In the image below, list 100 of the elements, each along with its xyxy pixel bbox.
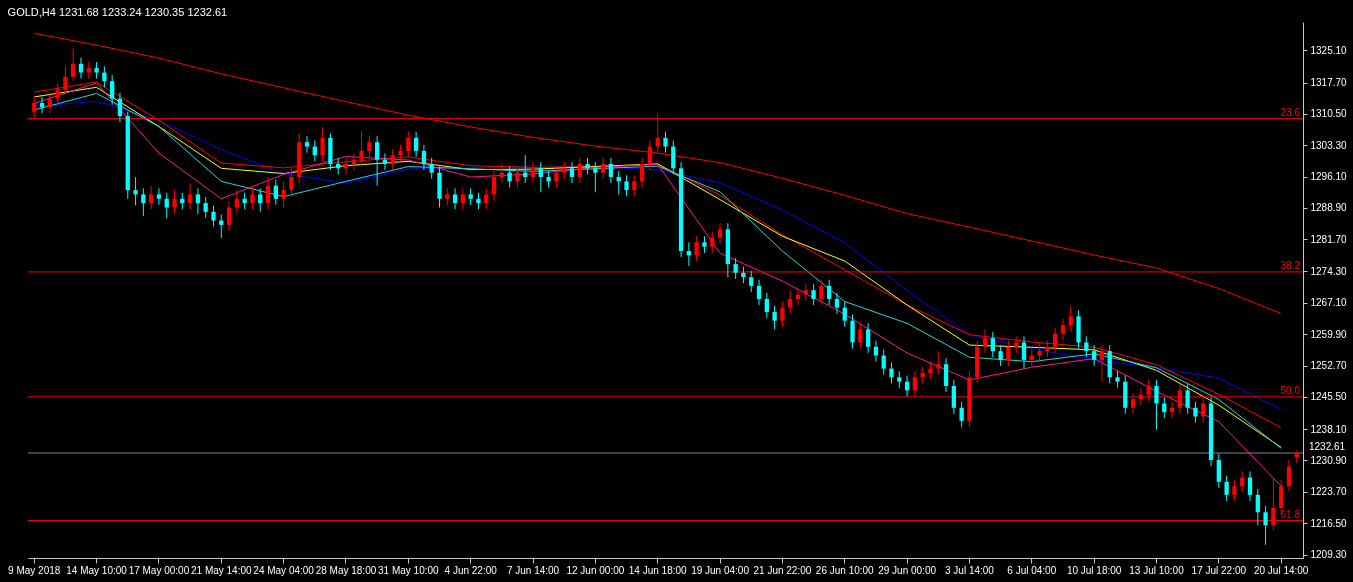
candlestick	[226, 200, 232, 232]
candlestick	[647, 139, 653, 171]
y-tick-label: 1216.50	[1310, 517, 1348, 529]
candlestick	[1060, 318, 1066, 341]
candlestick	[772, 305, 777, 330]
x-tick-label: 26 Jun 10:00	[815, 564, 875, 576]
candlestick	[102, 65, 107, 88]
candlestick	[289, 167, 294, 197]
candlestick	[1240, 470, 1245, 493]
x-tick-label: 20 Jul 14:00	[1253, 564, 1309, 576]
candlestick	[710, 231, 715, 254]
candlestick	[452, 187, 458, 210]
candlestick	[530, 161, 536, 184]
candlestick	[764, 292, 769, 319]
candlestick	[538, 161, 543, 193]
annotation: 50.0	[1280, 384, 1301, 396]
candlestick	[250, 185, 255, 210]
candlestick	[1099, 344, 1105, 383]
y-tick-label: 1310.50	[1310, 108, 1348, 120]
candlestick	[577, 157, 582, 184]
candlestick	[491, 170, 497, 202]
candlestick	[1021, 335, 1027, 370]
candlestick	[569, 161, 575, 184]
y-tick-label: 1303.30	[1310, 139, 1348, 151]
candlestick	[71, 48, 76, 82]
candlestick	[1247, 470, 1253, 502]
candlestick	[601, 157, 606, 180]
candlestick	[951, 379, 957, 415]
candlestick	[756, 279, 762, 306]
x-tick-label: 21 Jun 22:00	[753, 564, 812, 576]
candlestick	[780, 301, 785, 328]
chart-title: GOLD,H4 1231.68 1233.24 1230.35 1232.61	[7, 6, 228, 18]
x-tick-label: 19 Jun 04:00	[691, 564, 750, 576]
candlestick	[811, 283, 816, 306]
candlestick	[593, 161, 598, 193]
candlestick	[663, 131, 668, 154]
x-tick-label: 17 Jul 22:00	[1191, 564, 1247, 576]
candlestick	[608, 157, 614, 184]
candlestick	[1224, 475, 1229, 502]
candlestick	[507, 166, 512, 188]
candlestick	[827, 279, 832, 306]
candlestick	[460, 187, 466, 210]
candlestick	[374, 135, 380, 187]
candlestick	[1232, 479, 1237, 502]
annotation: 38.2	[1280, 259, 1301, 271]
candlestick	[943, 357, 949, 393]
candlestick	[694, 235, 699, 262]
x-tick-label: 10 Jul 18:00	[1066, 564, 1122, 576]
candlestick	[788, 289, 793, 315]
ref-line-label: 1232.61	[1309, 441, 1346, 453]
y-tick-label: 1223.70	[1310, 486, 1348, 498]
y-tick-label: 1288.90	[1310, 202, 1348, 214]
y-tick-label: 1245.50	[1310, 391, 1348, 403]
candlestick	[258, 187, 263, 213]
candlestick	[1185, 383, 1190, 415]
x-tick-label: 31 May 10:00	[378, 564, 440, 576]
candlestick	[889, 362, 894, 384]
candlestick	[834, 292, 840, 315]
candlestick	[187, 183, 193, 210]
candlestick	[281, 180, 286, 208]
candlestick	[632, 174, 637, 197]
x-tick-label: 21 May 14:00	[190, 564, 253, 576]
candlestick	[1006, 340, 1011, 367]
y-tick-label: 1267.10	[1310, 297, 1348, 309]
candlestick	[858, 322, 863, 350]
annotation: 23.6	[1280, 106, 1301, 118]
candlestick	[1068, 304, 1073, 332]
x-tick-label: 14 Jun 18:00	[628, 564, 688, 576]
candlestick	[515, 166, 520, 188]
candlestick	[195, 187, 201, 215]
candlestick	[819, 279, 824, 306]
x-tick-label: 24 May 04:00	[253, 564, 315, 576]
y-tick-label: 1296.10	[1310, 171, 1348, 183]
candlestick	[865, 322, 871, 354]
candlestick	[211, 205, 216, 228]
candlestick	[429, 157, 434, 180]
candlestick	[1091, 344, 1097, 367]
candlestick	[881, 348, 886, 376]
candlestick	[842, 301, 847, 328]
x-tick-label: 7 Jun 14:00	[506, 564, 560, 576]
y-tick-label: 1317.70	[1310, 77, 1348, 89]
candlestick	[1154, 379, 1159, 431]
candlestick	[733, 257, 738, 280]
candlestick	[1255, 488, 1260, 526]
candlestick	[936, 350, 941, 376]
y-tick-label: 1274.30	[1310, 265, 1348, 277]
candlestick	[990, 331, 995, 358]
x-tick-label: 9 May 2018	[8, 564, 61, 576]
candlestick	[273, 179, 278, 206]
x-tick-label: 12 Jun 00:00	[566, 564, 625, 576]
candlestick	[359, 130, 364, 167]
candlestick	[148, 185, 154, 210]
y-tick-label: 1259.90	[1310, 328, 1348, 340]
candlestick	[1084, 335, 1089, 358]
candlestick	[390, 148, 395, 171]
candlestick	[484, 187, 489, 210]
candlestick	[406, 130, 411, 158]
x-tick-label: 6 Jul 04:00	[1007, 564, 1057, 576]
candlestick	[624, 174, 629, 197]
x-tick-label: 14 May 10:00	[66, 564, 128, 576]
